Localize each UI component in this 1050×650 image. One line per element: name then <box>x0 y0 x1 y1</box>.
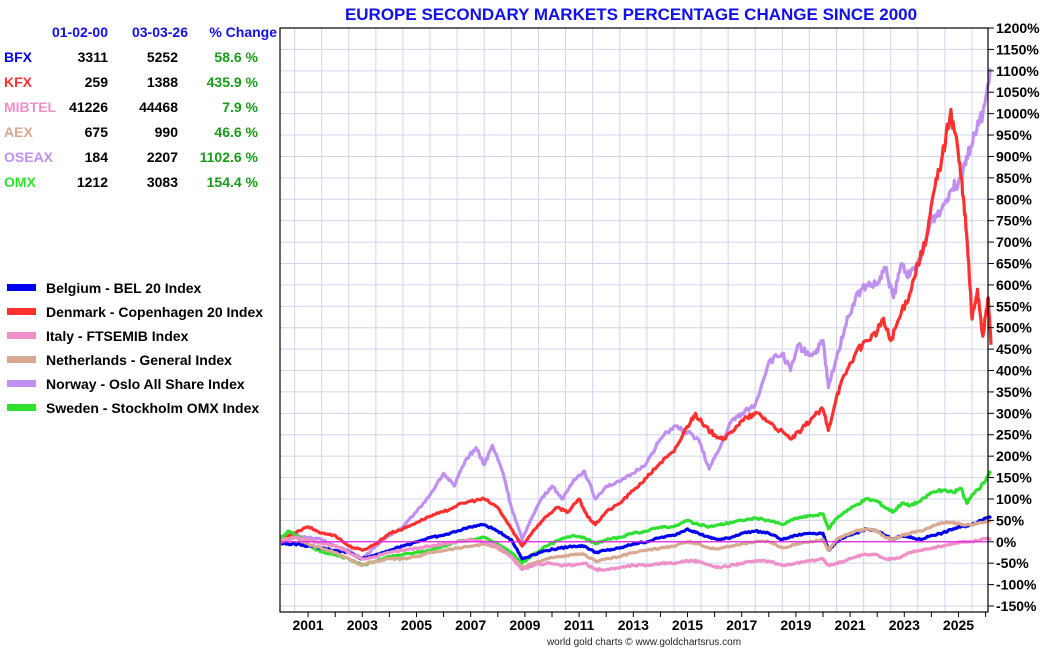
y-tick-label: -150% <box>996 598 1037 614</box>
y-tick-label: 1200% <box>996 20 1040 36</box>
x-tick-label: 2023 <box>889 617 920 633</box>
legend-label: Norway - Oslo All Share Index <box>46 376 245 392</box>
legend-swatch <box>7 404 36 411</box>
table-change-value: 154.4 % <box>207 174 259 190</box>
y-axis: -150% -100% -50% 0% 50% 100% 150% 200% 250% 300% 3… <box>988 20 1040 614</box>
legend-label: Italy - FTSEMIB Index <box>46 328 189 344</box>
credit-text: world gold charts © www.goldchartsrus.co… <box>546 637 741 648</box>
y-tick-label: 50% <box>996 512 1025 528</box>
y-tick-label: 700% <box>996 234 1032 250</box>
y-tick-label: 250% <box>996 427 1032 443</box>
y-tick-label: 500% <box>996 320 1032 336</box>
y-tick-label: 750% <box>996 213 1032 229</box>
table-start-value: 675 <box>85 124 109 140</box>
legend-label: Denmark - Copenhagen 20 Index <box>46 304 263 320</box>
legend-swatch <box>7 380 36 387</box>
x-tick-label: 2015 <box>672 617 703 633</box>
y-tick-label: 1100% <box>996 63 1039 79</box>
legend-swatch <box>7 356 36 363</box>
series-line-italy-ftsemib-index <box>280 535 992 573</box>
y-tick-label: 900% <box>996 148 1032 164</box>
y-tick-label: 650% <box>996 255 1032 271</box>
y-tick-label: -100% <box>996 577 1037 593</box>
series-line-sweden-stockholm-omx-index <box>279 470 993 567</box>
plot-frame <box>279 27 989 613</box>
table-change-value: 46.6 % <box>214 124 258 140</box>
x-tick-label: 2025 <box>943 617 974 633</box>
y-tick-label: 100% <box>996 491 1032 507</box>
table-symbol-bfx: BFX <box>4 49 33 65</box>
y-tick-label: 550% <box>996 298 1032 314</box>
x-tick-label: 2011 <box>564 617 595 633</box>
table-start-value: 3311 <box>78 49 109 65</box>
y-tick-label: 1000% <box>996 106 1040 122</box>
table-symbol-mibtel: MIBTEL <box>4 99 57 115</box>
y-tick-label: 150% <box>996 470 1032 486</box>
chart-title: EUROPE SECONDARY MARKETS PERCENTAGE CHAN… <box>345 5 917 24</box>
table-change-value: 435.9 % <box>207 74 259 90</box>
y-tick-label: 1050% <box>996 84 1040 100</box>
x-tick-label: 2009 <box>509 617 540 633</box>
x-tick-label: 2021 <box>835 617 866 633</box>
x-axis: 2001 2003 2005 2007 2009 2011 2013 2015 2017 2019… <box>293 612 987 633</box>
legend-label: Sweden - Stockholm OMX Index <box>46 400 259 416</box>
table-start-value: 184 <box>85 149 109 165</box>
y-tick-label: 350% <box>996 384 1032 400</box>
table-end-value: 44468 <box>139 99 178 115</box>
table-end-value: 990 <box>155 124 179 140</box>
legend-label: Belgium - BEL 20 Index <box>46 280 202 296</box>
table-end-value: 2207 <box>147 149 178 165</box>
series-layer <box>279 68 993 573</box>
legend: Belgium - BEL 20 Index Denmark - Copenhag… <box>7 280 263 416</box>
x-tick-label: 2001 <box>293 617 324 633</box>
table-symbol-aex: AEX <box>4 124 33 140</box>
table-symbol-kfx: KFX <box>4 74 33 90</box>
table-symbol-omx: OMX <box>4 174 37 190</box>
y-tick-label: 800% <box>996 191 1032 207</box>
table-start-value: 1212 <box>77 174 108 190</box>
table-change-value: 1102.6 % <box>200 149 259 165</box>
legend-swatch <box>7 332 36 339</box>
table-header-start: 01-02-00 <box>52 24 108 40</box>
table-change-value: 58.6 % <box>214 49 258 65</box>
x-tick-label: 2013 <box>618 617 649 633</box>
table-end-value: 1388 <box>147 74 178 90</box>
table-symbol-oseax: OSEAX <box>4 149 54 165</box>
legend-label: Netherlands - General Index <box>46 352 232 368</box>
y-tick-label: 0% <box>996 534 1017 550</box>
y-tick-label: 850% <box>996 170 1032 186</box>
summary-table: 01-02-00 03-03-26 % Change BFX 3311 5252 58… <box>4 24 277 190</box>
y-tick-label: 200% <box>996 448 1032 464</box>
y-tick-label: 600% <box>996 277 1032 293</box>
x-tick-label: 2003 <box>347 617 378 633</box>
x-tick-label: 2007 <box>455 617 486 633</box>
y-tick-label: 1150% <box>996 41 1039 57</box>
x-tick-label: 2005 <box>401 617 432 633</box>
y-tick-label: -50% <box>996 555 1029 571</box>
y-tick-label: 450% <box>996 341 1032 357</box>
series-line-norway-oslo-all-share-index <box>280 68 993 561</box>
y-tick-label: 950% <box>996 127 1032 143</box>
legend-swatch <box>7 284 36 291</box>
table-start-value: 41226 <box>69 99 108 115</box>
table-header-change: % Change <box>209 24 277 40</box>
table-start-value: 259 <box>85 74 109 90</box>
table-end-value: 3083 <box>147 174 178 190</box>
x-tick-label: 2017 <box>726 617 757 633</box>
y-tick-label: 400% <box>996 363 1032 379</box>
x-tick-label: 2019 <box>780 617 811 633</box>
table-header-end: 03-03-26 <box>132 24 188 40</box>
y-tick-label: 300% <box>996 405 1032 421</box>
series-line-denmark-copenhagen-20-index <box>279 107 993 552</box>
grid <box>280 27 988 612</box>
legend-swatch <box>7 308 36 315</box>
table-change-value: 7.9 % <box>222 99 258 115</box>
series-line-netherlands-general-index <box>281 519 992 570</box>
table-end-value: 5252 <box>147 49 178 65</box>
